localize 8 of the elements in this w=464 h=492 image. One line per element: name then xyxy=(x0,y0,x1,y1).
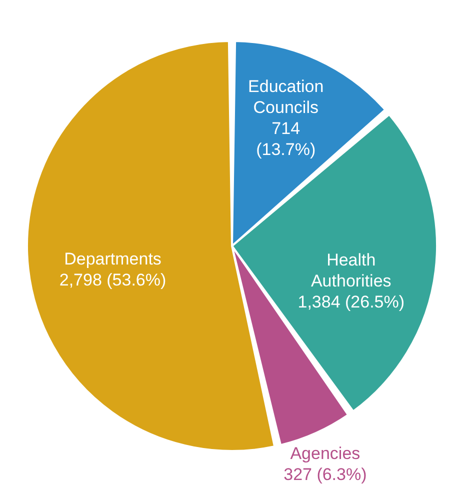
slice-label: Education Councils xyxy=(248,76,324,117)
data-label: 2,798 (53.6%) xyxy=(59,270,166,290)
slice-label: Departments xyxy=(64,249,162,268)
data-label: 1,384 (26.5%) xyxy=(298,292,405,312)
data-label: 327 (6.3%) xyxy=(284,465,367,484)
slice-label: Health Authorities xyxy=(310,250,392,290)
slice-label: Agencies xyxy=(290,444,360,464)
data-label: 714 (13.7%) xyxy=(256,118,316,159)
